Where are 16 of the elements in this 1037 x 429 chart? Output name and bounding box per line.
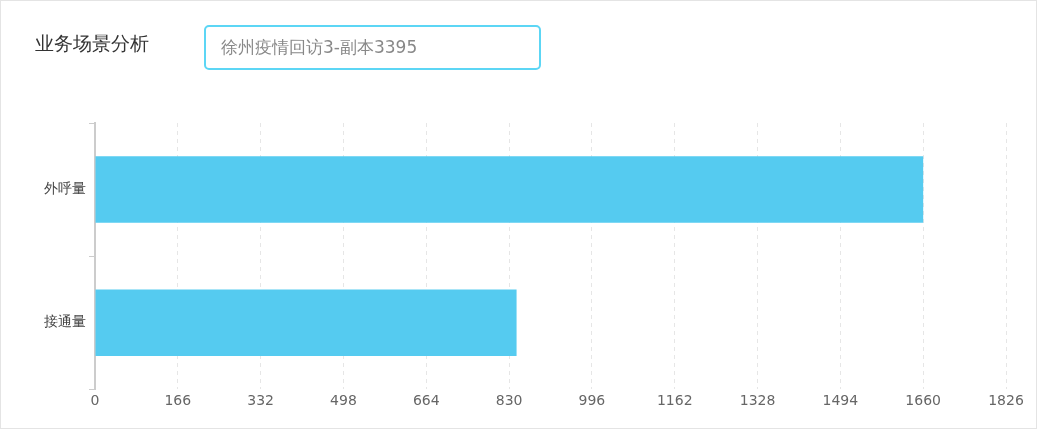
x-tick-label: 0 bbox=[90, 392, 100, 409]
x-tick-label: 664 bbox=[412, 392, 440, 409]
x-tick-label: 830 bbox=[495, 392, 523, 409]
y-tick-label: 外呼量 bbox=[44, 180, 86, 197]
y-tick-label: 接通量 bbox=[44, 313, 86, 330]
x-tick-label: 498 bbox=[330, 392, 357, 409]
x-tick-label: 332 bbox=[247, 392, 274, 409]
x-tick-label: 996 bbox=[578, 392, 606, 409]
x-tick-label: 1328 bbox=[739, 392, 776, 409]
x-tick-label: 1826 bbox=[988, 392, 1024, 409]
x-tick-label: 1660 bbox=[905, 392, 941, 409]
x-tick-label: 1494 bbox=[822, 392, 859, 409]
chart-subtitle: 徐州疫情回访3-副本3395 bbox=[221, 36, 418, 59]
chart-title: 业务场景分析 bbox=[35, 31, 149, 56]
x-tick-label: 1162 bbox=[656, 392, 693, 409]
x-tick-label: 166 bbox=[164, 392, 192, 409]
